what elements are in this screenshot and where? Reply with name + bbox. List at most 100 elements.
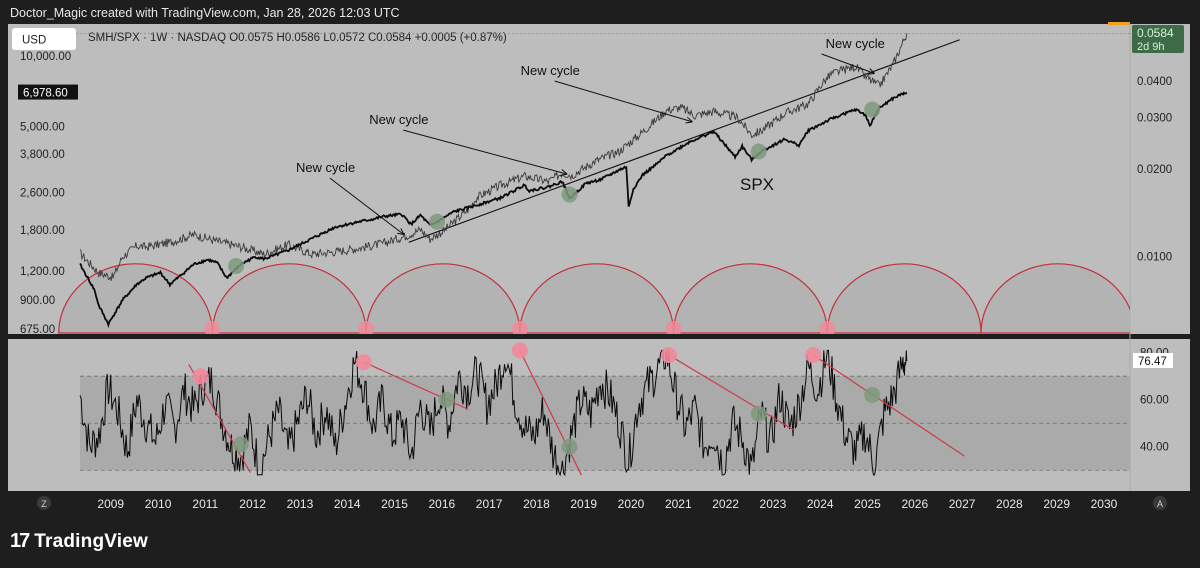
header-attribution: Doctor_Magic created with TradingView.co… [10,6,400,20]
tradingview-logo-icon: 17 [10,530,30,552]
cycle-arc [672,263,828,334]
left-axis-tick: 1,200.00 [20,266,65,278]
auto-scale-button[interactable] [1153,496,1167,510]
left-axis-tick: 10,000.00 [20,51,71,63]
oscillator-breakout-marker [864,387,881,404]
x-axis-year-label: 2021 [665,497,692,511]
x-axis-year-label: 2014 [334,497,361,511]
oscillator-peak-marker [355,354,372,371]
cycle-low-marker [665,321,682,334]
spx-series-label: SPX [740,175,774,194]
spx-green-marker [429,213,446,230]
price-badge [1132,25,1184,53]
cycle-low-marker [358,321,375,334]
oscillator-breakout-marker [438,391,455,408]
right-axis-tick: 0.0300 [1137,113,1172,125]
zoom-reset-button[interactable] [37,496,51,510]
new-cycle-annotation: New cycle [521,63,580,78]
spx-price-line [79,91,908,329]
price-badge-value: 0.0584 [1137,26,1174,40]
oscillator-axis-tick: 40.00 [1140,442,1169,454]
oscillator-peak-marker [805,347,822,364]
x-axis-year-label: 2010 [145,497,172,511]
currency-label: USD [22,35,46,47]
oscillator-peak-marker [511,342,528,359]
right-axis-tick: 0.0200 [1137,164,1172,176]
left-axis-tick: 2,600.00 [20,188,65,200]
tradingview-wordmark: TradingView [34,530,149,552]
x-axis-year-label: 2023 [760,497,787,511]
left-axis-tick: 1,800.00 [20,225,65,237]
cycle-low-marker [511,321,528,334]
x-axis-year-label: 2029 [1043,497,1070,511]
auto-scale-label: A [1157,499,1163,509]
new-cycle-annotation: New cycle [369,112,428,127]
x-axis-year-label: 2030 [1091,497,1118,511]
spx-green-marker [750,143,767,160]
annotation-arrow [329,177,405,236]
x-axis-year-label: 2026 [901,497,928,511]
left-axis-tick: 3,800.00 [20,149,65,161]
currency-selector[interactable] [12,28,76,50]
oscillator-breakout-marker [561,438,578,455]
x-axis-year-label: 2009 [97,497,124,511]
x-axis-year-label: 2011 [192,497,218,511]
right-axis-tick: 0.0400 [1137,76,1172,88]
symbol-legend: SMH/SPX · 1W · NASDAQ O0.0575 H0.0586 L0… [88,32,507,44]
right-axis-tick: 0.0100 [1137,252,1172,264]
x-axis-year-label: 2025 [854,497,881,511]
new-cycle-annotation: New cycle [296,160,355,175]
spx-current-value: 6,978.60 [23,88,68,100]
spx-green-marker [864,101,881,118]
cycle-arc [980,263,1130,334]
annotation-arrow [403,129,568,175]
oscillator-line [79,349,908,477]
x-axis-year-label: 2016 [428,497,455,511]
oscillator-current-value: 76.47 [1138,356,1167,368]
oscillator-breakout-marker [232,436,249,453]
x-axis-year-label: 2027 [949,497,976,511]
x-axis-year-label: 2015 [381,497,408,511]
cycle-arc [826,263,982,334]
x-axis-year-label: 2028 [996,497,1023,511]
oscillator-peak-marker [660,347,677,364]
price-marker [1108,22,1130,25]
annotation-arrow [554,80,693,123]
zoom-reset-label: Z [41,499,47,509]
price-badge-countdown: 2d 9h [1137,41,1165,53]
annotation-arrowhead [397,228,405,236]
tradingview-brand: 17 TradingView [10,530,148,553]
annotation-arrowhead [685,116,693,124]
x-axis-year-label: 2017 [476,497,503,511]
cycle-arc [211,263,367,334]
spx-green-marker [228,257,245,274]
oscillator-downtrend-line [668,354,795,431]
x-axis-year-label: 2020 [618,497,645,511]
oscillator-peak-marker [192,368,209,385]
cycle-arc [519,263,675,334]
oscillator-current-value-badge [1133,353,1173,369]
oscillator-axis-tick: 60.00 [1140,395,1169,407]
x-axis-year-label: 2019 [570,497,597,511]
x-axis-year-label: 2012 [239,497,266,511]
cycle-arc [365,263,521,334]
new-cycle-annotation: New cycle [826,36,885,51]
annotation-arrowhead [560,169,568,176]
cycle-low-marker [819,321,836,334]
annotation-arrowhead [867,68,875,75]
long-term-trendline [408,39,960,243]
spx-current-value-badge [18,84,78,100]
annotation-arrow [821,53,875,74]
left-axis-tick: 675.00 [20,324,55,336]
x-axis-year-label: 2013 [287,497,314,511]
left-axis-tick: 900.00 [20,295,55,307]
cycle-low-marker [204,321,221,334]
x-axis-year-label: 2024 [807,497,834,511]
x-axis-year-label: 2022 [712,497,739,511]
oscillator-downtrend-line [812,354,965,457]
x-axis-year-label: 2018 [523,497,550,511]
spx-green-marker [561,186,578,203]
oscillator-breakout-marker [750,405,767,422]
left-axis-tick: 5,000.00 [20,121,65,133]
